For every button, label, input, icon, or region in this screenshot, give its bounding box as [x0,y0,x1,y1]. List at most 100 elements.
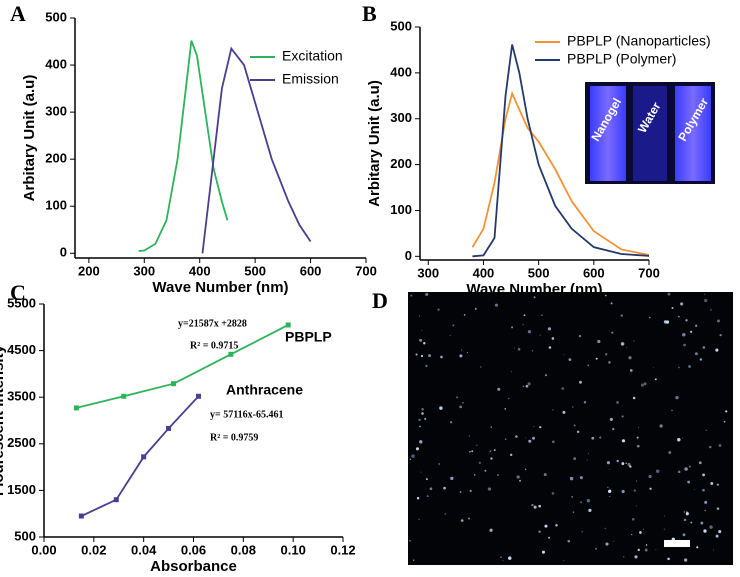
particle [420,471,422,473]
particle [709,525,713,529]
particle [611,331,614,334]
particle [597,339,601,344]
particle [632,396,636,400]
particle [508,397,510,400]
particle [685,319,688,322]
particle [608,361,611,364]
x-tick-label: 0.00 [31,542,56,557]
x-axis-label: Wave Number (nm) [152,279,288,296]
particle [567,539,571,543]
particle [627,462,631,466]
particle [616,401,619,404]
particle [640,383,645,387]
particle [419,440,423,444]
particle [541,314,543,317]
particle [459,405,463,409]
particle [438,463,441,465]
x-axis-label: Absorbance [150,558,237,575]
particle [497,474,500,477]
particle [688,365,691,368]
particle [690,330,693,333]
particle [644,548,648,552]
annotation: Anthracene [226,382,303,398]
particle [473,474,476,476]
particle [628,356,632,360]
particle [588,508,592,512]
particle [532,436,535,440]
particle [716,507,720,510]
y-tick-label: 2500 [7,435,36,450]
particle [586,499,591,503]
particle [437,308,440,311]
particle [654,378,657,381]
particle [544,524,548,528]
particle [671,306,674,310]
particle [420,354,424,358]
particle [456,396,459,399]
particle [421,329,423,331]
particle [636,505,637,507]
particle [633,340,635,342]
particle [428,354,432,358]
particle [517,348,521,351]
particle [522,323,524,326]
particle [704,293,706,295]
particle [469,489,472,493]
particle [723,420,726,423]
particle [710,309,712,311]
particle [682,333,686,337]
particle [684,467,688,471]
particle [551,440,555,444]
data-point [121,393,127,399]
particle [648,474,652,479]
particle [591,436,595,440]
particle [716,319,721,323]
y-tick-label: 3500 [7,389,36,404]
particle [578,334,582,338]
particle [424,417,427,420]
particle [418,418,421,422]
particle [620,314,623,317]
particle [606,461,610,465]
particle [704,298,708,303]
particle [421,412,424,415]
x-tick-label: 300 [417,265,439,280]
particle [415,447,420,451]
particle [599,436,602,439]
particle [490,457,493,460]
micrograph-particles [409,292,728,562]
x-tick-label: 500 [244,263,266,278]
particle [533,425,535,428]
data-point [195,393,201,399]
particle [411,454,415,458]
particle [425,364,428,368]
particle [514,347,516,349]
particle [573,457,577,460]
particle [667,292,671,296]
x-tick-label: 0.02 [81,542,106,557]
particle [563,354,565,356]
particle [443,486,446,490]
particle [548,346,552,349]
particle [504,438,507,440]
particle [463,314,466,316]
annotation: y= 57116x-65.461 [210,409,283,420]
particle [671,409,673,412]
particle [653,367,654,369]
particle [625,462,627,464]
particle [468,517,470,520]
data-point [166,425,172,431]
y-axis-label: Arbitary Unit (a.u) [366,80,383,207]
y-tick-label: 200 [45,151,67,166]
y-tick-label: 5500 [7,295,36,310]
particle [466,352,469,354]
particle [415,353,418,356]
particle [719,333,722,337]
particle [715,534,719,538]
particle [620,342,625,346]
particle [704,500,708,504]
data-point [73,405,79,411]
particle [695,324,698,327]
x-tick-label: 600 [583,265,605,280]
